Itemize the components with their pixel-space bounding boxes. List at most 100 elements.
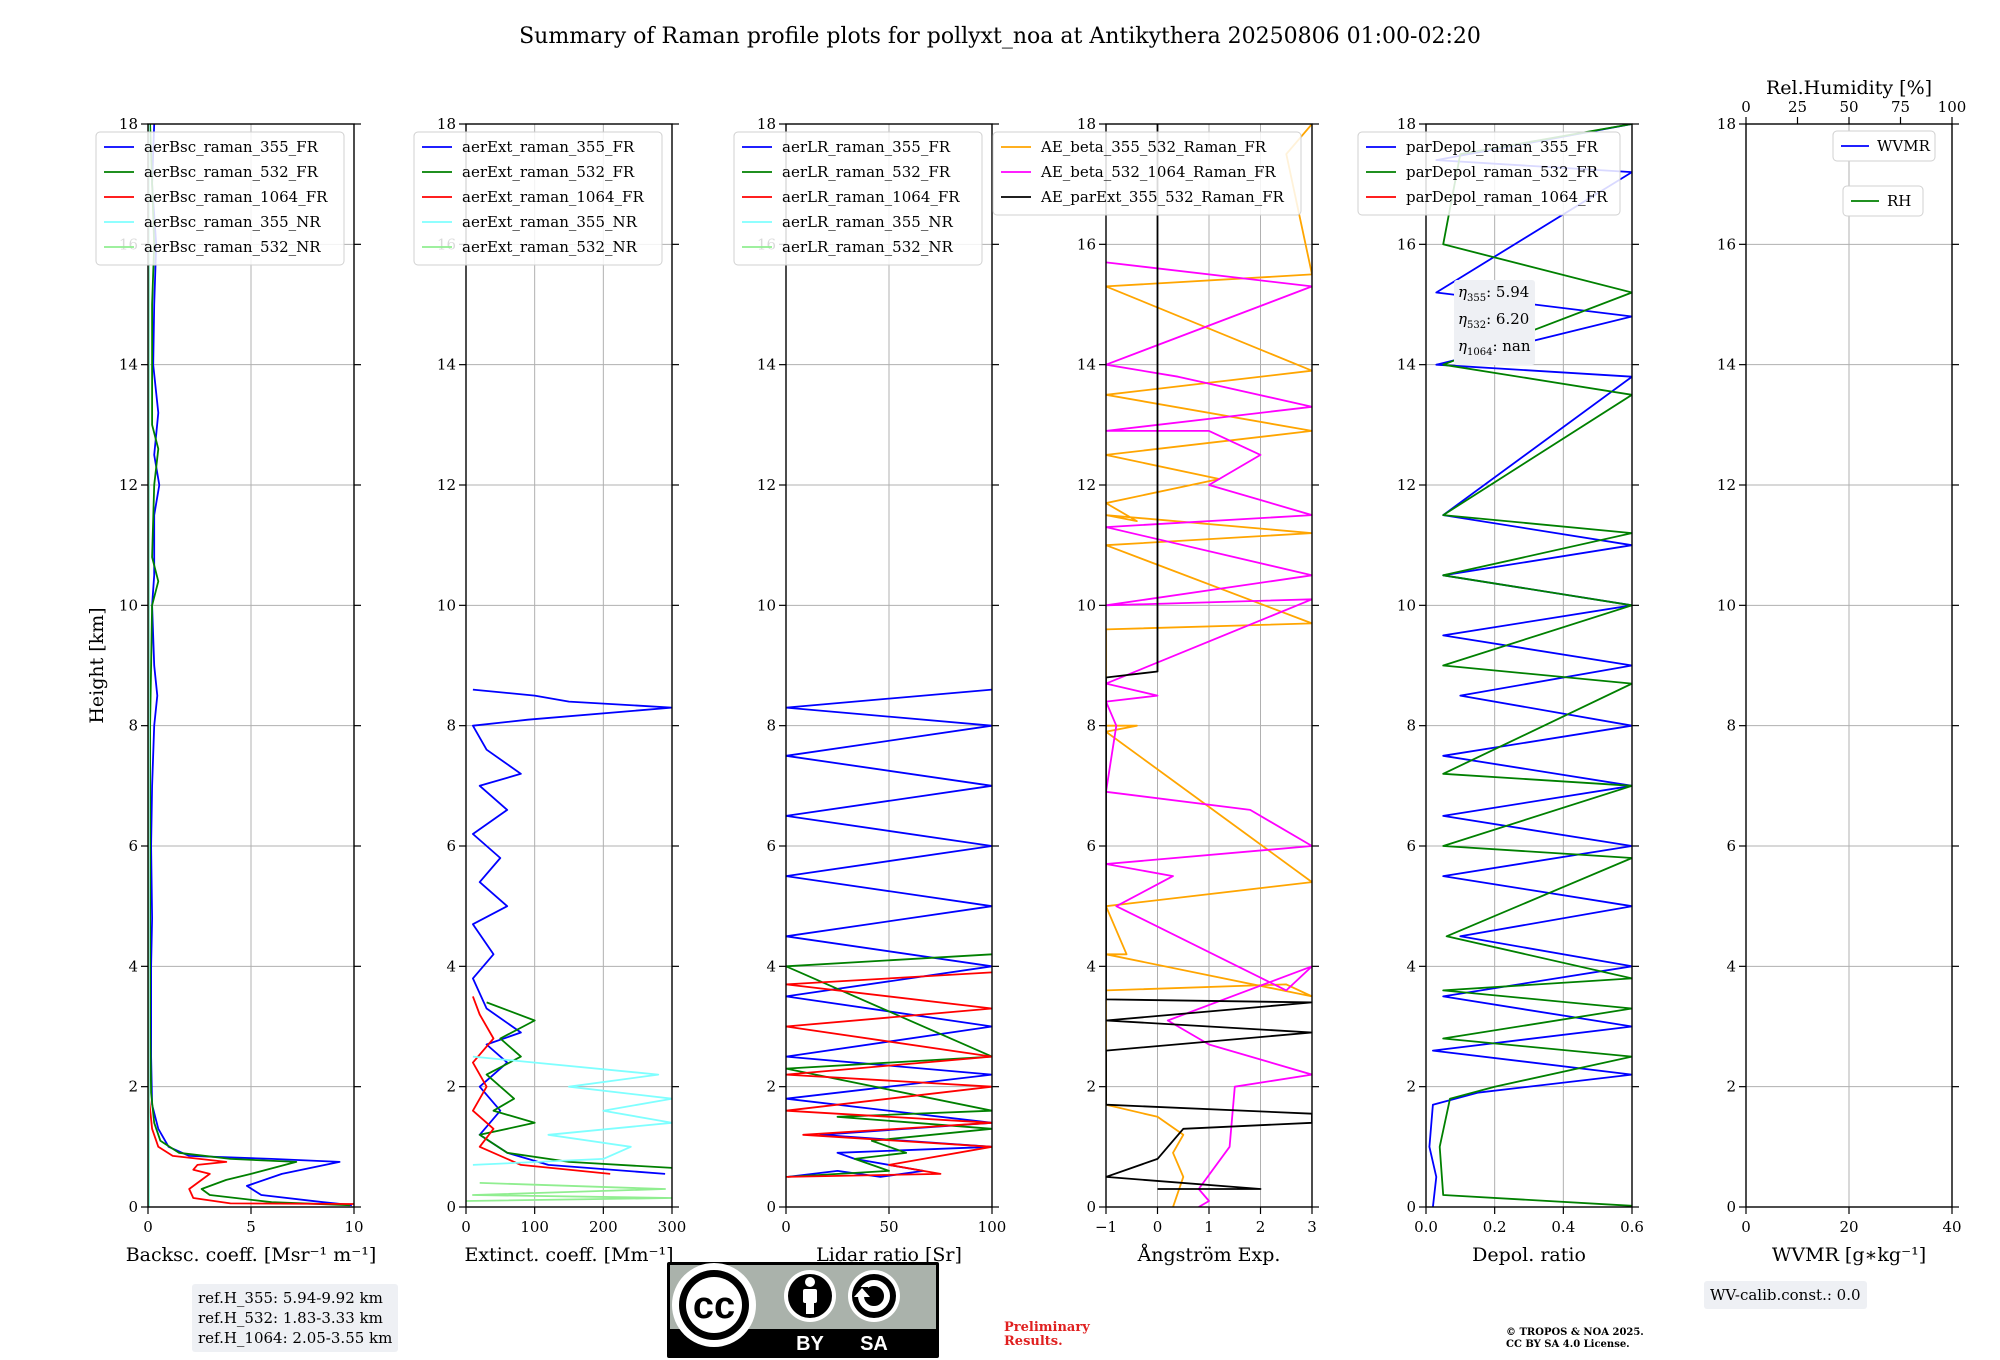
y-tick-label: 10 xyxy=(1397,596,1416,614)
plot-frame xyxy=(1105,123,1313,1208)
y-tick-label: 8 xyxy=(446,717,456,735)
panel-1: 0510024681012141618Backsc. coeff. [Msr⁻¹… xyxy=(86,115,376,1266)
legend-entry: aerBsc_raman_532_FR xyxy=(144,163,319,181)
y-tick-label: 2 xyxy=(1406,1078,1416,1096)
x-tick-label: 0.2 xyxy=(1483,1218,1507,1236)
plot-frame xyxy=(147,123,355,1208)
series-line-parDepol_raman_355_FR xyxy=(1428,124,1632,1207)
y-tick-label: 14 xyxy=(757,356,776,374)
y-tick-label: 18 xyxy=(1397,115,1416,133)
y-tick-label: 8 xyxy=(1406,717,1416,735)
y-tick-label: 12 xyxy=(1397,476,1416,494)
series-line-aerBsc_raman_1064_FR xyxy=(148,124,354,1205)
cc-logo-text: cc xyxy=(693,1285,735,1327)
y-tick-label: 4 xyxy=(766,957,776,975)
y-tick-label: 0 xyxy=(1726,1198,1736,1216)
y-tick-label: 18 xyxy=(1717,115,1736,133)
legend-box xyxy=(992,131,1302,216)
x-tick-label: 0.6 xyxy=(1620,1218,1644,1236)
wv-calibration-box: WV-calib.const.: 0.0 xyxy=(1704,1281,1867,1309)
legend-entry: aerBsc_raman_532_NR xyxy=(144,238,321,256)
y-tick-label: 10 xyxy=(1077,596,1096,614)
legend-entry: parDepol_raman_355_FR xyxy=(1406,138,1599,156)
y-tick-label: 2 xyxy=(128,1078,138,1096)
y-tick-label: 10 xyxy=(757,596,776,614)
y-tick-label: 4 xyxy=(1406,957,1416,975)
y-tick-label: 2 xyxy=(766,1078,776,1096)
legend-entry: AE_parExt_355_532_Raman_FR xyxy=(1040,188,1285,206)
y-tick-label: 12 xyxy=(757,476,776,494)
eta-532: η532: 6.20 xyxy=(1458,310,1530,331)
y-tick-label: 6 xyxy=(446,837,456,855)
y-tick-label: 4 xyxy=(1086,957,1096,975)
y-tick-label: 6 xyxy=(1086,837,1096,855)
y-tick-label: 12 xyxy=(437,476,456,494)
y-tick-label: 16 xyxy=(1397,235,1416,253)
series-group xyxy=(786,688,992,1178)
y-tick-label: 6 xyxy=(128,837,138,855)
x-tick-label: 10 xyxy=(344,1218,363,1236)
plot-frame xyxy=(1745,123,1953,1208)
x2-tick-label: 0 xyxy=(1741,98,1751,116)
y-tick-label: 2 xyxy=(1726,1078,1736,1096)
legend-box xyxy=(413,131,663,266)
y-tick-label: 0 xyxy=(1086,1198,1096,1216)
x-tick-label: −1 xyxy=(1095,1218,1117,1236)
sa-label: SA xyxy=(860,1333,888,1355)
plot-frame xyxy=(785,123,993,1208)
x-tick-label: 0 xyxy=(781,1218,791,1236)
series-line-aerExt_raman_355_FR xyxy=(472,688,672,1175)
x2-tick-label: 25 xyxy=(1788,98,1807,116)
series-line-aerLR_raman_1064_FR xyxy=(786,971,992,1178)
x-tick-label: 1 xyxy=(1204,1218,1214,1236)
panel-3: 050100024681012141618Lidar ratio [Sr]aer… xyxy=(733,115,1007,1266)
y-tick-label: 4 xyxy=(446,957,456,975)
x-tick-label: 200 xyxy=(589,1218,618,1236)
by-label: BY xyxy=(796,1333,824,1355)
x-tick-label: 0 xyxy=(143,1218,153,1236)
y-tick-label: 0 xyxy=(766,1198,776,1216)
y-tick-label: 4 xyxy=(1726,957,1736,975)
y-tick-label: 14 xyxy=(119,356,138,374)
series-line-aerBsc_raman_355_FR xyxy=(150,124,352,1207)
y-tick-label: 8 xyxy=(1726,717,1736,735)
x2-axis-label: Rel.Humidity [%] xyxy=(1766,77,1932,99)
wv-calib-constant: WV-calib.const.: 0.0 xyxy=(1710,1286,1861,1304)
legend-entry: aerBsc_raman_355_FR xyxy=(144,138,319,156)
legend-entry: aerLR_raman_355_FR xyxy=(782,138,951,156)
x-axis-label: Ångström Exp. xyxy=(1137,1244,1281,1266)
y-tick-label: 14 xyxy=(1717,356,1736,374)
legend-entry: aerBsc_raman_1064_FR xyxy=(144,188,328,206)
series-line-aerBsc_raman_532_FR xyxy=(149,124,350,1207)
x-axis-label: Backsc. coeff. [Msr⁻¹ m⁻¹] xyxy=(126,1244,377,1266)
series-line-aerExt_raman_532_FR xyxy=(478,1001,672,1169)
y-tick-label: 14 xyxy=(437,356,456,374)
y-tick-label: 2 xyxy=(1086,1078,1096,1096)
legend-entry: RH xyxy=(1887,192,1911,210)
y-tick-label: 18 xyxy=(1077,115,1096,133)
x-tick-label: 0 xyxy=(1741,1218,1751,1236)
legend-entry: AE_beta_355_532_Raman_FR xyxy=(1040,138,1267,156)
legend-entry: aerLR_raman_1064_FR xyxy=(782,188,960,206)
x2-tick-label: 75 xyxy=(1891,98,1910,116)
y-tick-label: 0 xyxy=(446,1198,456,1216)
x-tick-label: 5 xyxy=(246,1218,256,1236)
series-line-parDepol_raman_532_FR xyxy=(1438,124,1632,1207)
legend-entry: parDepol_raman_1064_FR xyxy=(1406,188,1608,206)
y-tick-label: 12 xyxy=(119,476,138,494)
y-tick-label: 6 xyxy=(1726,837,1736,855)
series-line-aerExt_raman_355_NR xyxy=(472,1055,672,1166)
legend-entry: aerExt_raman_355_NR xyxy=(462,213,638,231)
series-group xyxy=(466,688,672,1202)
y-tick-label: 18 xyxy=(437,115,456,133)
legend-box xyxy=(95,131,345,266)
y-tick-label: 12 xyxy=(1717,476,1736,494)
legend-entry: parDepol_raman_532_FR xyxy=(1406,163,1599,181)
y-tick-label: 16 xyxy=(1717,235,1736,253)
x-tick-label: 100 xyxy=(978,1218,1007,1236)
y-tick-label: 8 xyxy=(766,717,776,735)
legend-entry: aerExt_raman_1064_FR xyxy=(462,188,644,206)
license-badge: cc BY SA xyxy=(667,1262,939,1358)
